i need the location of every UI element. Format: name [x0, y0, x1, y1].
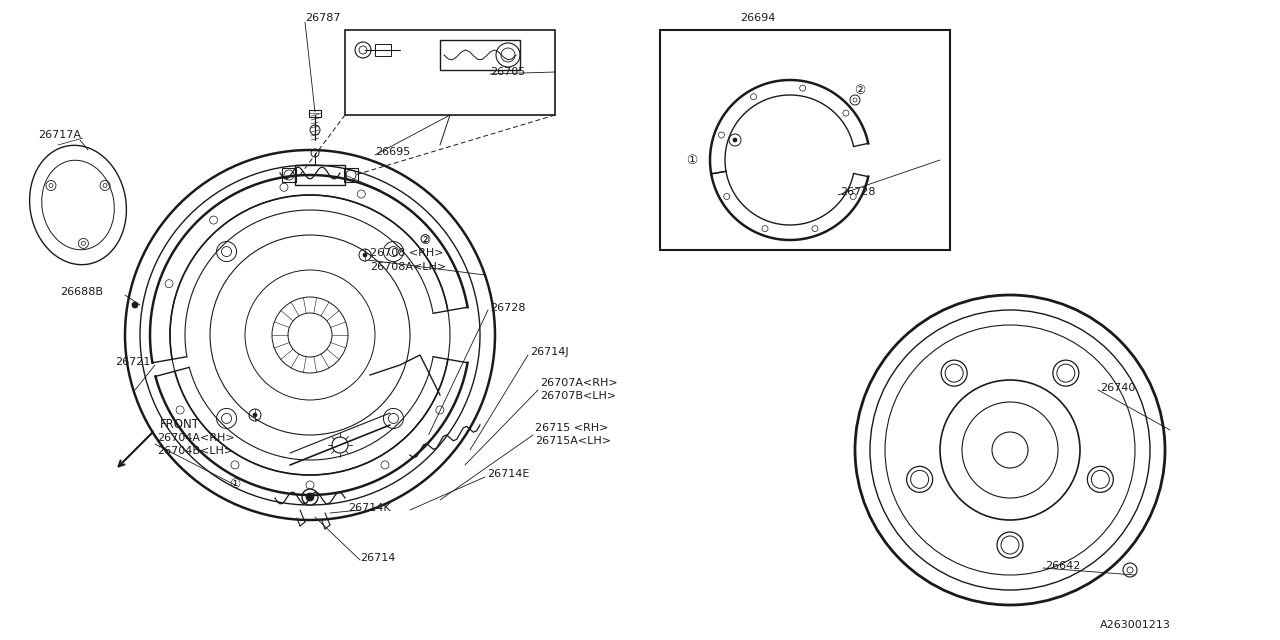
Circle shape	[997, 532, 1023, 558]
Text: 26688B: 26688B	[60, 287, 102, 297]
Text: 26787: 26787	[305, 13, 340, 23]
Text: 26708 <RH>: 26708 <RH>	[370, 248, 443, 258]
Circle shape	[306, 493, 314, 501]
Text: 26714J: 26714J	[530, 347, 568, 357]
Text: 26642: 26642	[1044, 561, 1080, 571]
Bar	[282, 168, 296, 182]
Circle shape	[132, 302, 138, 308]
Text: 26704B<LH>: 26704B<LH>	[157, 446, 233, 456]
Circle shape	[1053, 360, 1079, 386]
Text: FRONT: FRONT	[160, 419, 200, 431]
Circle shape	[733, 138, 737, 142]
Text: 26708A<LH>: 26708A<LH>	[370, 262, 447, 272]
Text: 26740: 26740	[1100, 383, 1135, 393]
Bar	[375, 44, 390, 56]
Text: 26707A<RH>: 26707A<RH>	[540, 378, 618, 388]
Text: 26705: 26705	[490, 67, 525, 77]
Text: 26715A<LH>: 26715A<LH>	[535, 436, 611, 446]
Circle shape	[941, 360, 968, 386]
Text: 26695: 26695	[375, 147, 411, 157]
Circle shape	[253, 413, 257, 417]
Text: 26728: 26728	[490, 303, 526, 313]
Text: 26715 <RH>: 26715 <RH>	[535, 423, 608, 433]
Bar	[308, 110, 321, 117]
Text: 26704A<RH>: 26704A<RH>	[157, 433, 234, 443]
Bar	[660, 30, 950, 250]
Text: 26694: 26694	[740, 13, 776, 23]
Text: ②: ②	[854, 83, 865, 97]
Text: 26717A: 26717A	[38, 130, 81, 140]
Circle shape	[364, 253, 367, 257]
Text: ①: ①	[229, 479, 241, 492]
Text: ②: ②	[420, 234, 430, 246]
Text: 26728: 26728	[840, 187, 876, 197]
Bar	[344, 168, 358, 182]
Text: 26714: 26714	[360, 553, 396, 563]
Text: 26714E: 26714E	[486, 469, 530, 479]
Bar	[440, 40, 520, 70]
Circle shape	[1087, 467, 1114, 492]
Bar	[346, 30, 556, 115]
Text: 26707B<LH>: 26707B<LH>	[540, 391, 616, 401]
Bar	[294, 165, 346, 185]
Text: ①: ①	[686, 154, 698, 166]
Text: 26721: 26721	[115, 357, 150, 367]
Circle shape	[906, 467, 933, 492]
Text: A263001213: A263001213	[1100, 620, 1171, 630]
Text: 26714K: 26714K	[348, 503, 390, 513]
Circle shape	[302, 489, 317, 505]
